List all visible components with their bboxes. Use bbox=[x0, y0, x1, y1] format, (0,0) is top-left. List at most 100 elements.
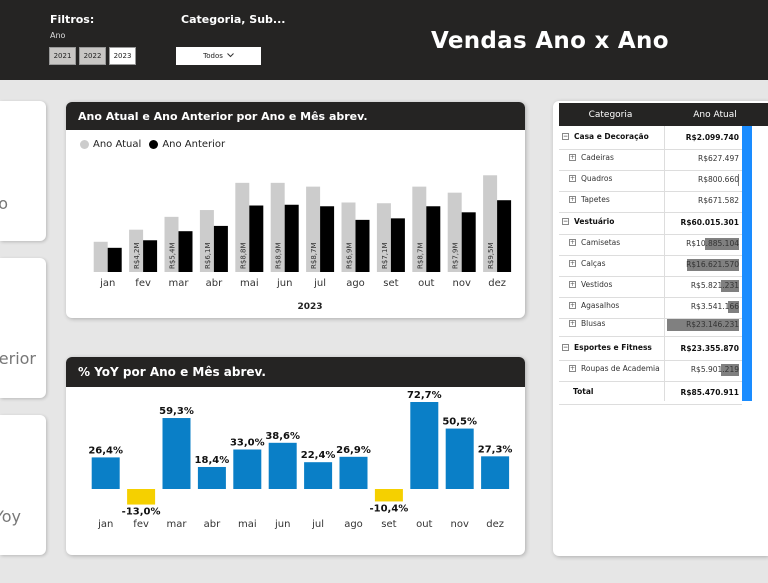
table-header-categoria[interactable]: Categoria bbox=[559, 103, 662, 126]
x-tick-nov: nov bbox=[453, 278, 471, 289]
row-divider bbox=[559, 191, 742, 192]
row-label-text: Tapetes bbox=[581, 195, 610, 204]
bar-ano-atual-set[interactable] bbox=[376, 203, 391, 272]
bar-ano-anterior-mai[interactable] bbox=[249, 205, 264, 272]
x-tick-fev: fev bbox=[135, 278, 151, 289]
table-row[interactable]: + Camisetas R$10.885.104 bbox=[559, 238, 768, 252]
expand-icon[interactable]: + bbox=[569, 364, 576, 372]
row-divider bbox=[559, 381, 742, 382]
yoy-bar-fev[interactable] bbox=[127, 489, 156, 505]
bar-ano-atual-jan[interactable] bbox=[93, 241, 108, 272]
table-row[interactable]: + Blusas R$23.146.231 bbox=[559, 319, 768, 333]
table-row[interactable]: − Casa e Decoração R$2.099.740 bbox=[559, 132, 768, 146]
expand-icon[interactable]: + bbox=[569, 238, 576, 246]
bar-ano-anterior-jul[interactable] bbox=[320, 206, 335, 272]
yoy-bar-dez[interactable] bbox=[481, 456, 510, 489]
year-button-2021[interactable]: 2021 bbox=[49, 47, 76, 65]
bar-ano-anterior-fev[interactable] bbox=[143, 240, 158, 272]
table-row[interactable]: + Quadros R$800.660 bbox=[559, 174, 768, 188]
year-slicer: 2021 2022 2023 bbox=[49, 47, 136, 65]
yoy-bar-nov[interactable] bbox=[445, 428, 474, 489]
yoy-bar-jun[interactable] bbox=[268, 442, 297, 489]
legend-dot-ano-atual bbox=[80, 140, 89, 149]
bar-ano-atual-nov[interactable] bbox=[447, 192, 462, 272]
table-row[interactable]: Total R$85.470.911 bbox=[559, 387, 768, 401]
sales-bar-chart: jan R$4,2M fev R$5,4M mar R$6,1M abr R$8,8M mai R… bbox=[93, 175, 512, 312]
table-row[interactable]: + Calças R$16.621.570 bbox=[559, 259, 768, 273]
bar-ano-atual-mar[interactable] bbox=[164, 216, 179, 272]
row-divider bbox=[559, 276, 742, 277]
row-label: + Vestidos bbox=[569, 280, 612, 289]
bar-ano-atual-jun[interactable] bbox=[270, 182, 285, 272]
bar-ano-anterior-jun[interactable] bbox=[284, 204, 299, 272]
yoy-chart-title: % YoY por Ano e Mês abrev. bbox=[66, 357, 525, 387]
bar-ano-anterior-mar[interactable] bbox=[178, 231, 193, 272]
bar-ano-atual-mai[interactable] bbox=[235, 182, 250, 272]
data-label-ago: R$6,9M bbox=[346, 243, 354, 270]
bar-ano-atual-dez[interactable] bbox=[483, 175, 498, 272]
yoy-label-nov: 50,5% bbox=[442, 417, 477, 428]
legend-item-ano-atual[interactable]: Ano Atual bbox=[80, 139, 141, 150]
collapse-icon[interactable]: − bbox=[562, 343, 569, 351]
yoy-bar-abr[interactable] bbox=[197, 466, 226, 489]
row-value: R$5.821.231 bbox=[690, 281, 739, 290]
expand-icon[interactable]: + bbox=[569, 301, 576, 309]
data-bar bbox=[728, 301, 739, 313]
yoy-bar-out[interactable] bbox=[410, 402, 439, 489]
expand-icon[interactable]: + bbox=[569, 174, 576, 182]
bar-ano-atual-out[interactable] bbox=[412, 186, 427, 272]
row-value: R$16.621.570 bbox=[686, 260, 739, 269]
scroll-indicator-bar[interactable] bbox=[742, 126, 752, 401]
collapse-icon[interactable]: − bbox=[562, 217, 569, 225]
expand-icon[interactable]: + bbox=[569, 195, 576, 203]
bar-ano-atual-fev[interactable] bbox=[129, 229, 144, 272]
yoy-label-out: 72,7% bbox=[407, 390, 442, 401]
row-label: + Calças bbox=[569, 259, 606, 268]
bar-ano-anterior-out[interactable] bbox=[426, 206, 441, 272]
expand-icon[interactable]: + bbox=[569, 319, 576, 327]
yoy-bar-mar[interactable] bbox=[162, 418, 191, 489]
bar-ano-anterior-set[interactable] bbox=[390, 218, 405, 272]
table-header-ano-atual[interactable]: Ano Atual bbox=[662, 103, 768, 126]
year-filter-label: Ano bbox=[50, 31, 66, 40]
table-row[interactable]: − Vestuário R$60.015.301 bbox=[559, 217, 768, 231]
table-row[interactable]: + Vestidos R$5.821.231 bbox=[559, 280, 768, 294]
year-button-2023[interactable]: 2023 bbox=[109, 47, 136, 65]
row-label-text: Vestuário bbox=[574, 217, 615, 226]
bar-ano-anterior-jan[interactable] bbox=[107, 247, 122, 272]
table-row[interactable]: + Roupas de Academia R$5.901.219 bbox=[559, 364, 768, 378]
yoy-bar-jul[interactable] bbox=[304, 462, 333, 489]
bar-ano-atual-ago[interactable] bbox=[341, 202, 356, 272]
bar-ano-anterior-dez[interactable] bbox=[497, 200, 512, 272]
row-label: − Vestuário bbox=[562, 217, 614, 226]
yoy-label-jul: 22,4% bbox=[301, 450, 336, 461]
bar-ano-anterior-nov[interactable] bbox=[461, 212, 476, 272]
expand-icon[interactable]: + bbox=[569, 280, 576, 288]
x-tick-ago: ago bbox=[346, 278, 365, 289]
yoy-x-tick-mar: mar bbox=[167, 519, 188, 530]
row-label-text: Vestidos bbox=[581, 280, 613, 289]
table-row[interactable]: + Tapetes R$671.582 bbox=[559, 195, 768, 209]
yoy-bar-mai[interactable] bbox=[233, 449, 262, 489]
yoy-x-tick-nov: nov bbox=[451, 519, 469, 530]
year-button-2022[interactable]: 2022 bbox=[79, 47, 106, 65]
table-row[interactable]: + Cadeiras R$627.497 bbox=[559, 153, 768, 167]
expand-icon[interactable]: + bbox=[569, 259, 576, 267]
bar-ano-anterior-ago[interactable] bbox=[355, 219, 370, 272]
yoy-x-tick-jul: jul bbox=[311, 519, 324, 530]
row-label-text: Casa e Decoração bbox=[574, 132, 649, 141]
legend-item-ano-anterior[interactable]: Ano Anterior bbox=[149, 139, 225, 150]
row-label: + Roupas de Academia bbox=[569, 364, 660, 373]
bar-ano-anterior-abr[interactable] bbox=[213, 225, 228, 272]
table-row[interactable]: + Agasalhos R$3.541.166 bbox=[559, 301, 768, 315]
expand-icon[interactable]: + bbox=[569, 153, 576, 161]
bar-ano-atual-jul[interactable] bbox=[306, 186, 321, 272]
table-row[interactable]: − Esportes e Fitness R$23.355.870 bbox=[559, 343, 768, 357]
legend-dot-ano-anterior bbox=[149, 140, 159, 149]
yoy-bar-set[interactable] bbox=[374, 489, 403, 502]
bar-ano-atual-abr[interactable] bbox=[199, 210, 214, 272]
category-dropdown[interactable]: Todos bbox=[176, 47, 261, 65]
yoy-bar-jan[interactable] bbox=[91, 457, 120, 489]
yoy-bar-ago[interactable] bbox=[339, 456, 368, 489]
collapse-icon[interactable]: − bbox=[562, 132, 569, 140]
